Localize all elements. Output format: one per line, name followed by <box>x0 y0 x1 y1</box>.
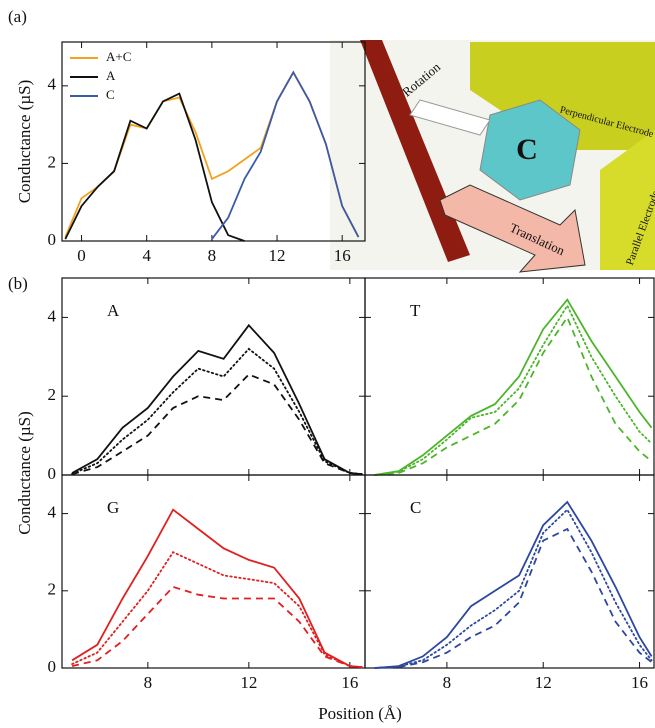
perpendicular-electrode <box>470 42 655 150</box>
data-line <box>71 323 363 476</box>
data-line <box>373 508 653 669</box>
data-line <box>374 315 653 476</box>
y-tick-label: 4 <box>48 75 57 94</box>
x-tick-label: 16 <box>341 673 358 692</box>
data-line <box>374 500 653 669</box>
x-tick-label: 8 <box>144 673 153 692</box>
plot-frame <box>364 474 655 669</box>
y-axis-label: Conductance (µS) <box>15 80 34 204</box>
x-tick-label: 12 <box>240 673 257 692</box>
x-tick-label: 12 <box>535 673 552 692</box>
plot-frame <box>364 277 655 476</box>
legend-label: C <box>106 87 115 102</box>
base-c <box>479 99 581 201</box>
x-tick-label: 8 <box>208 246 217 265</box>
parallel-electrode <box>600 130 655 270</box>
data-line <box>373 303 653 476</box>
data-line <box>71 347 364 476</box>
data-line <box>374 527 653 669</box>
panel-title: T <box>410 301 421 320</box>
panel-title: C <box>410 498 421 517</box>
schematic: Rotation C Perpendicular Electrode Trans… <box>330 40 655 273</box>
data-line <box>71 551 364 669</box>
translation-arrow <box>439 184 586 273</box>
panel-title: G <box>107 498 119 517</box>
y-tick-label: 0 <box>48 657 57 676</box>
y-tick-label: 0 <box>48 230 57 249</box>
panel-title: A <box>107 301 120 320</box>
y-tick-label: 2 <box>48 152 57 171</box>
y-tick-label: 2 <box>48 580 57 599</box>
x-tick-label: 0 <box>77 246 86 265</box>
rotation-arrow <box>409 99 491 136</box>
x-tick-label: 4 <box>142 246 151 265</box>
data-line <box>374 298 653 476</box>
y-tick-label: 0 <box>48 464 57 483</box>
x-tick-label: 16 <box>334 246 351 265</box>
x-tick-label: 8 <box>443 673 452 692</box>
panel-label: (b) <box>8 274 28 293</box>
plot-frame <box>61 41 366 242</box>
data-line <box>71 585 363 669</box>
data-line <box>211 70 360 240</box>
legend-label: A+C <box>106 49 131 64</box>
y-axis-label: Conductance (µS) <box>15 411 34 535</box>
y-tick-label: 2 <box>48 385 57 404</box>
x-tick-label: 12 <box>269 246 286 265</box>
schematic-label: C <box>516 133 538 166</box>
panel-label: (a) <box>8 7 27 26</box>
y-tick-label: 4 <box>48 503 57 522</box>
data-line <box>71 373 363 476</box>
data-line <box>64 92 245 242</box>
x-tick-label: 16 <box>631 673 648 692</box>
y-tick-label: 4 <box>48 306 57 325</box>
legend-label: A <box>106 68 116 83</box>
x-axis-label: Position (Å) <box>318 704 402 723</box>
